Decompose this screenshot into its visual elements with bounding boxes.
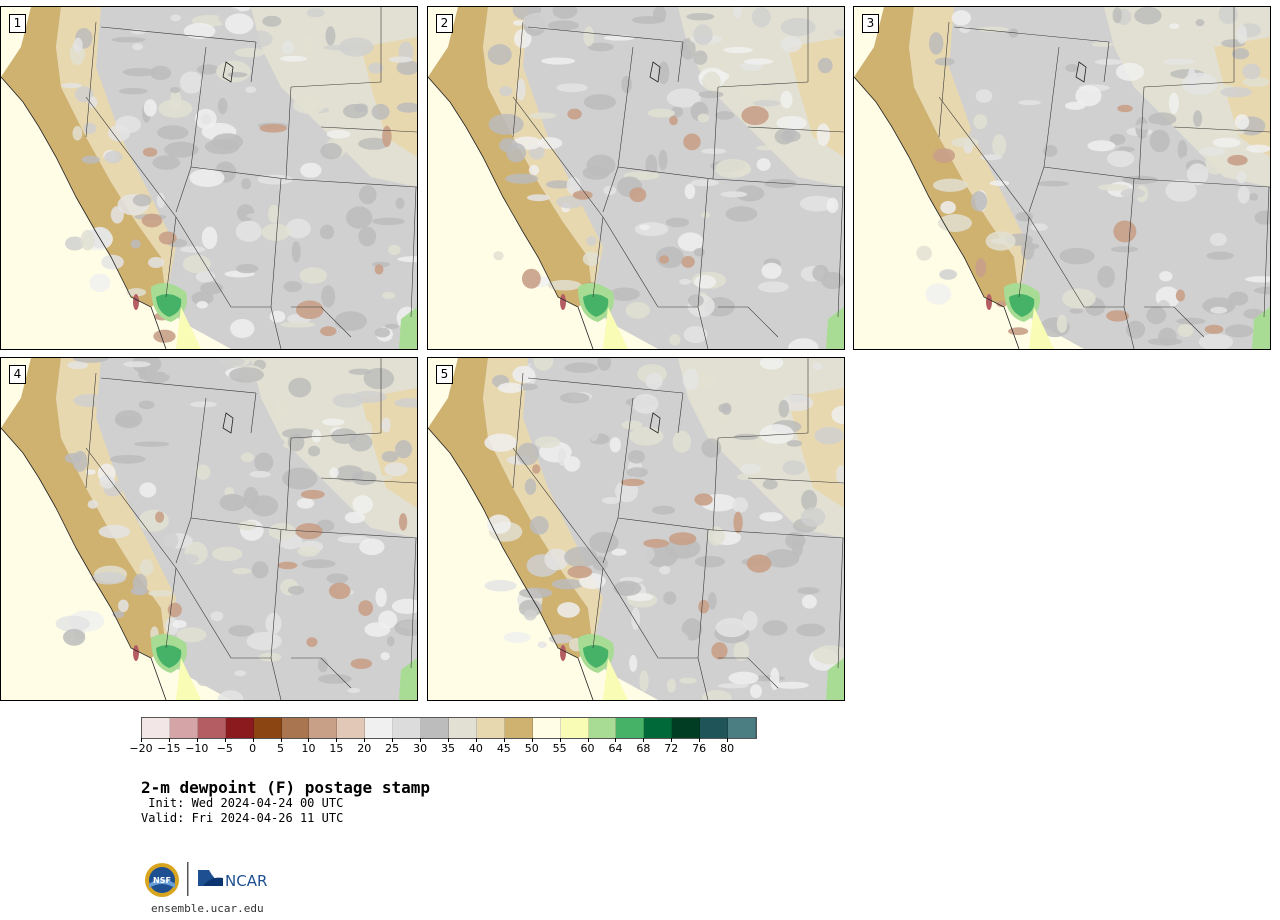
colorbar-tick bbox=[280, 738, 282, 742]
colorbar-swatch bbox=[225, 718, 254, 738]
colorbar-swatch bbox=[672, 718, 701, 738]
map-panel-3: 3 bbox=[853, 6, 1271, 350]
colorbar-tick-label: 60 bbox=[580, 742, 595, 755]
colorbar-swatch bbox=[393, 718, 422, 738]
colorbar-tick bbox=[420, 738, 422, 742]
map-panel-1: 1 bbox=[0, 6, 418, 350]
colorbar-swatch bbox=[504, 718, 533, 738]
colorbar-tick bbox=[727, 738, 729, 742]
colorbar-tick-label: 15 bbox=[329, 742, 344, 755]
map-panel-4: 4 bbox=[0, 357, 418, 701]
colorbar-ticks: −20 −15 −10 −5 0 5 10 15 20 25 30 35 40 45 50 55 60 64 68 7… bbox=[129, 738, 757, 762]
colorbar-tick bbox=[475, 738, 477, 742]
colorbar-tick bbox=[503, 738, 505, 742]
colorbar-tick bbox=[699, 738, 701, 742]
colorbar-tick-label: −5 bbox=[216, 742, 233, 755]
dewpoint-map bbox=[428, 7, 844, 349]
colorbar-tick-label: −15 bbox=[157, 742, 181, 755]
logo-graphic: NSF NCAR bbox=[145, 862, 267, 897]
colorbar-tick bbox=[643, 738, 645, 742]
colorbar-tick bbox=[308, 738, 310, 742]
colorbar-swatch bbox=[421, 718, 449, 738]
colorbar-tick-label: 20 bbox=[357, 742, 372, 755]
colorbar-tick-label: 76 bbox=[692, 742, 707, 755]
colorbar-swatch bbox=[309, 718, 338, 738]
colorbar-swatch bbox=[169, 718, 198, 738]
colorbar-tick bbox=[615, 738, 617, 742]
colorbar-tick-label: 80 bbox=[720, 742, 735, 755]
colorbar-swatch bbox=[644, 718, 673, 738]
dewpoint-map bbox=[1, 7, 417, 349]
colorbar-tick-label: 68 bbox=[636, 742, 651, 755]
map-panel-5: 5 bbox=[427, 357, 845, 701]
colorbar-tick bbox=[364, 738, 366, 742]
panel-number: 2 bbox=[436, 14, 453, 33]
init-time: Init: Wed 2024-04-24 00 UTC bbox=[141, 796, 344, 810]
colorbar-tick-label: 45 bbox=[496, 742, 511, 755]
nsf-logo-text: NSF bbox=[153, 876, 171, 885]
colorbar-tick bbox=[559, 738, 561, 742]
colorbar-tick bbox=[587, 738, 589, 742]
colorbar-tick-label: 30 bbox=[413, 742, 428, 755]
colorbar-swatch bbox=[253, 718, 282, 738]
colorbar-tick bbox=[252, 738, 254, 742]
panel-number: 3 bbox=[862, 14, 879, 33]
colorbar-swatch bbox=[448, 718, 477, 738]
colorbar-tick bbox=[196, 738, 198, 742]
colorbar-swatch bbox=[728, 718, 756, 738]
colorbar-tick-label: 25 bbox=[385, 742, 400, 755]
panel-number: 1 bbox=[9, 14, 26, 33]
colorbar-swatch bbox=[476, 718, 505, 738]
colorbar-tick bbox=[224, 738, 226, 742]
colorbar-tick-label: 0 bbox=[249, 742, 257, 755]
colorbar-tick bbox=[392, 738, 394, 742]
colorbar-tick-label: 55 bbox=[552, 742, 567, 755]
colorbar-tick-label: −20 bbox=[129, 742, 153, 755]
colorbar-tick bbox=[141, 738, 142, 742]
colorbar-swatch bbox=[281, 718, 310, 738]
colorbar-swatch bbox=[588, 718, 617, 738]
colorbar-swatch bbox=[700, 718, 729, 738]
colorbar bbox=[141, 717, 757, 739]
panel-number: 4 bbox=[9, 365, 26, 384]
nsf-ncar-logo: NSF NCAR bbox=[143, 860, 278, 900]
colorbar-tick-label: 72 bbox=[664, 742, 679, 755]
panel-number: 5 bbox=[436, 365, 453, 384]
plot-title: 2-m dewpoint (F) postage stamp bbox=[141, 778, 430, 797]
colorbar-tick bbox=[168, 738, 170, 742]
colorbar-tick bbox=[671, 738, 673, 742]
colorbar-tick-label: 50 bbox=[524, 742, 539, 755]
site-url: ensemble.ucar.edu bbox=[151, 902, 264, 915]
colorbar-tick-label: 5 bbox=[277, 742, 285, 755]
colorbar-swatch bbox=[337, 718, 366, 738]
colorbar-tick-label: 10 bbox=[301, 742, 316, 755]
dewpoint-map bbox=[1, 358, 417, 700]
colorbar-tick bbox=[448, 738, 449, 742]
colorbar-swatch bbox=[532, 718, 561, 738]
colorbar-swatch bbox=[142, 718, 170, 738]
colorbar-swatch bbox=[560, 718, 589, 738]
colorbar-swatch bbox=[197, 718, 226, 738]
dewpoint-map bbox=[428, 358, 844, 700]
colorbar-tick-label: 35 bbox=[441, 742, 455, 755]
ncar-logo-text: NCAR bbox=[225, 872, 267, 890]
colorbar-tick bbox=[531, 738, 533, 742]
colorbar-tick-label: 64 bbox=[608, 742, 623, 755]
valid-time: Valid: Fri 2024-04-26 11 UTC bbox=[141, 811, 344, 825]
colorbar-tick bbox=[336, 738, 338, 742]
colorbar-tick-label: 40 bbox=[468, 742, 483, 755]
dewpoint-map bbox=[854, 7, 1270, 349]
map-panel-2: 2 bbox=[427, 6, 845, 350]
colorbar-tick-label: −10 bbox=[185, 742, 209, 755]
colorbar-swatch bbox=[616, 718, 645, 738]
colorbar-swatch bbox=[365, 718, 394, 738]
